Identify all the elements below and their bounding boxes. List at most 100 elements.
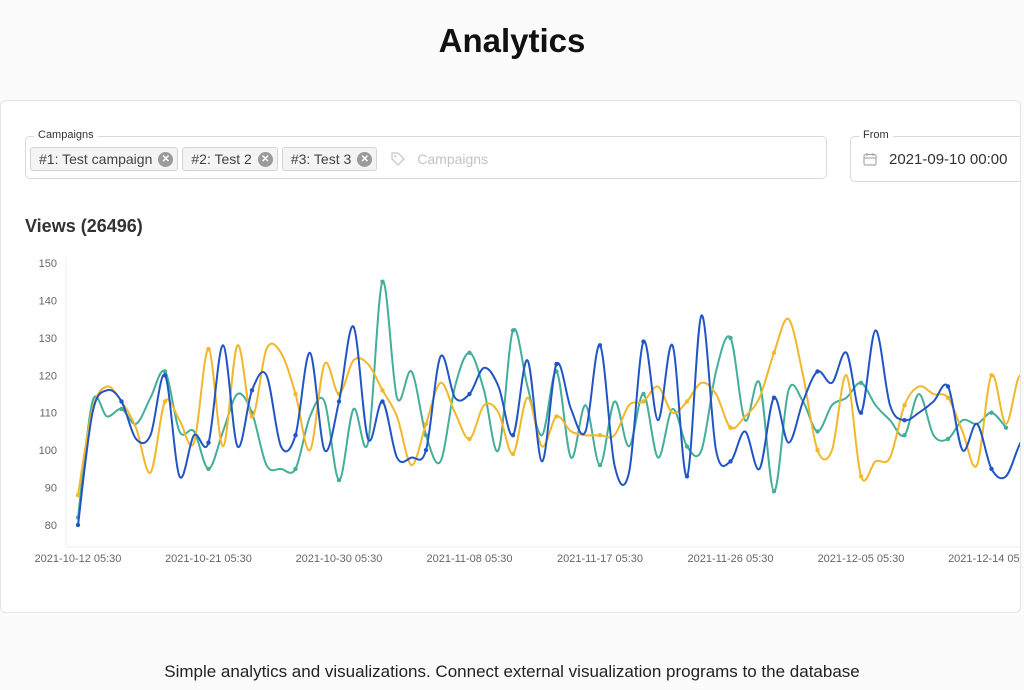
- y-tick-label: 110: [39, 408, 57, 420]
- campaign-chips: #1: Test campaign ✕ #2: Test 2 ✕ #3: Tes…: [30, 147, 718, 171]
- series-1-point[interactable]: [467, 391, 472, 397]
- series-2-point[interactable]: [684, 399, 690, 404]
- series-1-point[interactable]: [249, 388, 255, 393]
- series-3-point[interactable]: [162, 369, 168, 374]
- views-chart-title: Views (26496): [25, 216, 143, 236]
- series-1-point[interactable]: [902, 418, 907, 423]
- series-2-point[interactable]: [989, 373, 994, 378]
- series-1-point[interactable]: [293, 433, 298, 438]
- series-3-point[interactable]: [989, 410, 994, 415]
- series-3-point[interactable]: [945, 436, 951, 442]
- series-2-point[interactable]: [945, 395, 951, 400]
- campaigns-input[interactable]: [417, 151, 718, 167]
- remove-chip-icon[interactable]: ✕: [357, 151, 373, 167]
- campaigns-field[interactable]: Campaigns #1: Test campaign ✕ #2: Test 2…: [25, 129, 827, 179]
- series-1-line: [77, 314, 1020, 526]
- series-1-point[interactable]: [510, 433, 516, 438]
- footer-text: Simple analytics and visualizations. Con…: [164, 662, 860, 681]
- calendar-icon: [863, 153, 877, 166]
- series-2-point[interactable]: [771, 350, 777, 355]
- campaign-chip-label: #3: Test 3: [290, 151, 352, 167]
- series-1-point[interactable]: [858, 410, 864, 415]
- campaign-chip-2[interactable]: #2: Test 2 ✕: [182, 147, 278, 171]
- tag-icon: [391, 152, 406, 166]
- series-2-point[interactable]: [597, 433, 603, 438]
- y-tick-label: 100: [39, 445, 57, 457]
- series-2-point[interactable]: [249, 414, 255, 419]
- series-1-point[interactable]: [206, 440, 211, 445]
- series-1-point[interactable]: [641, 339, 646, 344]
- x-tick-label: 2021-10-21 05:30: [165, 553, 252, 565]
- y-tick-label: 90: [45, 483, 57, 495]
- series-3-point[interactable]: [858, 380, 864, 385]
- from-field-label: From: [859, 129, 893, 141]
- series-2-point[interactable]: [467, 436, 472, 442]
- series-2-line: [77, 317, 1020, 496]
- series-3-point[interactable]: [380, 279, 385, 284]
- series-1-point[interactable]: [728, 459, 733, 464]
- series-1-point[interactable]: [119, 399, 124, 404]
- page-title: Analytics: [438, 22, 586, 59]
- y-tick-label: 150: [39, 258, 57, 270]
- remove-chip-icon[interactable]: ✕: [158, 151, 174, 167]
- series-3-point[interactable]: [467, 350, 472, 355]
- series-2-point[interactable]: [423, 421, 429, 427]
- series-2-point[interactable]: [902, 403, 907, 408]
- y-tick-label: 120: [39, 370, 57, 382]
- series-2-point[interactable]: [728, 425, 733, 430]
- analytics-card: Campaigns #1: Test campaign ✕ #2: Test 2…: [0, 100, 1021, 613]
- series-1-point[interactable]: [815, 369, 820, 374]
- series-3-point[interactable]: [206, 466, 211, 472]
- series-3-line: [77, 280, 1007, 518]
- series-1-point[interactable]: [423, 447, 429, 453]
- series-3-point[interactable]: [641, 391, 646, 397]
- campaign-chip-label: #2: Test 2: [191, 151, 252, 167]
- series-2-point[interactable]: [815, 447, 820, 453]
- series-1-point[interactable]: [771, 395, 777, 400]
- series-3-point[interactable]: [902, 433, 907, 438]
- x-tick-label: 2021-10-12 05:30: [35, 553, 122, 565]
- series-1-point[interactable]: [554, 361, 559, 367]
- campaign-chip-1[interactable]: #1: Test campaign ✕: [30, 147, 179, 171]
- series-2-point[interactable]: [75, 492, 81, 498]
- series-3-point[interactable]: [728, 335, 733, 341]
- series-1-point[interactable]: [162, 373, 168, 378]
- x-tick-label: 2021-12-14 05:30: [948, 553, 1021, 565]
- series-2-point[interactable]: [858, 474, 864, 479]
- series-2-point[interactable]: [380, 388, 385, 393]
- series-3-point[interactable]: [510, 328, 516, 333]
- x-tick-label: 2021-10-30 05:30: [296, 553, 383, 565]
- x-tick-label: 2021-11-26 05:30: [687, 553, 773, 565]
- series-3-point[interactable]: [771, 489, 777, 494]
- x-tick-label: 2021-11-08 05:30: [426, 553, 512, 565]
- series-3-point[interactable]: [293, 466, 298, 472]
- series-3-point[interactable]: [684, 444, 690, 449]
- series-3-point[interactable]: [815, 429, 820, 434]
- views-chart: 80 90 100 110 120 130 140 150 2021-10-12 05:30 20…: [35, 257, 1021, 565]
- series-3-point[interactable]: [119, 406, 124, 412]
- series-2-point[interactable]: [293, 391, 298, 397]
- series-3-point[interactable]: [336, 477, 342, 483]
- series-1-point[interactable]: [684, 474, 690, 479]
- series-2-point[interactable]: [510, 451, 516, 457]
- y-tick-label: 80: [45, 520, 57, 532]
- from-date-field[interactable]: From 2021-09-10 00:00: [850, 129, 1020, 182]
- series-2-point[interactable]: [206, 346, 211, 352]
- series-2-point[interactable]: [641, 399, 646, 404]
- series-1-point[interactable]: [945, 384, 951, 389]
- series-1-point[interactable]: [989, 466, 994, 472]
- remove-chip-icon[interactable]: ✕: [257, 151, 273, 167]
- x-tick-label: 2021-11-17 05:30: [557, 553, 643, 565]
- series-3-point[interactable]: [1003, 425, 1009, 430]
- series-2-point[interactable]: [162, 399, 168, 404]
- campaign-chip-3[interactable]: #3: Test 3 ✕: [281, 147, 378, 171]
- series-1-point[interactable]: [380, 399, 385, 404]
- series-1-point[interactable]: [336, 399, 342, 404]
- series-2-point[interactable]: [554, 414, 559, 419]
- series-1-point[interactable]: [75, 522, 81, 528]
- series-3-point[interactable]: [597, 462, 603, 468]
- series-1-point[interactable]: [597, 343, 603, 348]
- series-3-point[interactable]: [423, 433, 429, 438]
- from-date-value: 2021-09-10 00:00: [889, 151, 1008, 168]
- y-tick-label: 140: [39, 295, 57, 307]
